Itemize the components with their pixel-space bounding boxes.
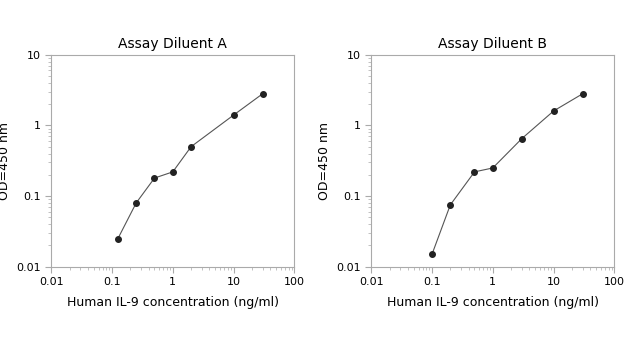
X-axis label: Human IL-9 concentration (ng/ml): Human IL-9 concentration (ng/ml)	[387, 295, 599, 308]
Y-axis label: OD=450 nm: OD=450 nm	[317, 122, 331, 200]
Title: Assay Diluent A: Assay Diluent A	[118, 37, 227, 51]
X-axis label: Human IL-9 concentration (ng/ml): Human IL-9 concentration (ng/ml)	[67, 295, 279, 308]
Y-axis label: OD=450 nm: OD=450 nm	[0, 122, 11, 200]
Title: Assay Diluent B: Assay Diluent B	[438, 37, 547, 51]
